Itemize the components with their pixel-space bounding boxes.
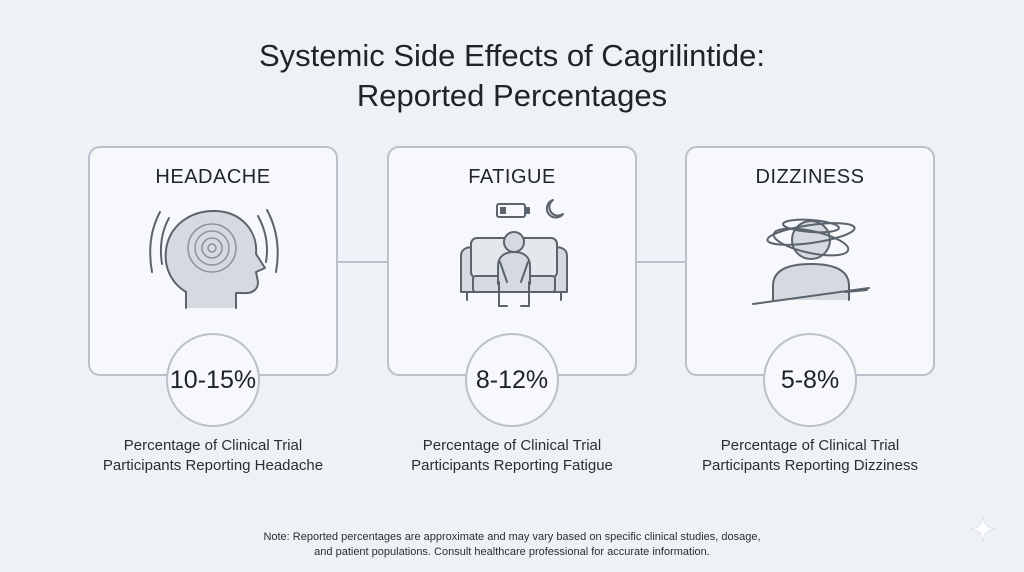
headache-value: 10-15%	[169, 365, 257, 394]
fatigue-caption: Percentage of Clinical Trial Participant…	[382, 436, 642, 476]
note-line-1: Note: Reported percentages are approxima…	[263, 531, 761, 543]
fatigue-label: FATIGUE	[468, 166, 556, 188]
headache-caption: Percentage of Clinical Trial Participant…	[83, 436, 343, 476]
sparkle-icon	[969, 515, 997, 543]
fatigue-caption-line-2: Participants Reporting Fatigue	[411, 457, 613, 474]
dizziness-value-badge: 5-8%	[763, 333, 857, 427]
headache-caption-line-1: Percentage of Clinical Trial	[123, 437, 303, 454]
dizziness-caption-line-2: Participants Reporting Dizziness	[702, 457, 918, 474]
headache-caption-line-2: Participants Reporting Headache	[102, 457, 324, 474]
dizziness-value: 5-8%	[780, 365, 840, 394]
connector-line-1	[338, 261, 388, 263]
person-slumped-on-couch-icon	[460, 199, 568, 307]
dizziness-caption-line-1: Percentage of Clinical Trial	[720, 437, 900, 454]
fatigue-caption-line-1: Percentage of Clinical Trial	[422, 437, 602, 454]
person-with-spinning-orbits-icon	[752, 218, 870, 305]
connector-line-2	[636, 261, 686, 263]
note-line-2: and patient populations. Consult healthc…	[314, 546, 710, 558]
fatigue-value: 8-12%	[475, 365, 549, 394]
disclaimer-note: Note: Reported percentages are approxima…	[0, 530, 1024, 560]
page-title: Systemic Side Effects of Cagrilintide: R…	[0, 36, 1024, 116]
title-line-2: Reported Percentages	[356, 78, 668, 113]
fatigue-value-badge: 8-12%	[465, 333, 559, 427]
headache-label: HEADACHE	[155, 166, 271, 188]
head-with-pain-waves-icon	[149, 209, 279, 309]
dizziness-label: DIZZINESS	[755, 166, 865, 188]
title-line-1: Systemic Side Effects of Cagrilintide:	[259, 38, 765, 73]
dizziness-caption: Percentage of Clinical Trial Participant…	[680, 436, 940, 476]
headache-value-badge: 10-15%	[166, 333, 260, 427]
